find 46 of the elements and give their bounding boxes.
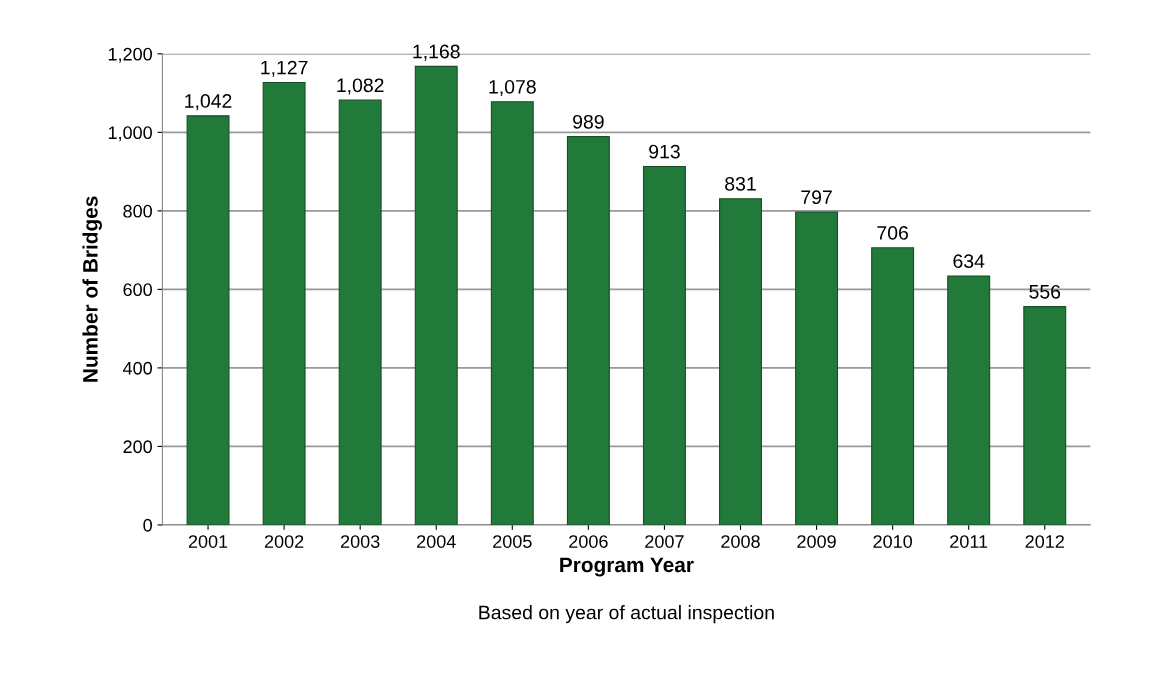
- data-label: 706: [877, 226, 908, 240]
- bar: [871, 247, 915, 525]
- x-tick-label: 2005: [493, 535, 532, 548]
- data-label: 1,168: [413, 44, 460, 61]
- x-tick-label: 2011: [950, 535, 988, 548]
- x-tick-label: 2001: [188, 535, 228, 548]
- data-label: 1,042: [185, 94, 232, 111]
- x-tick-label: 2002: [264, 535, 304, 548]
- x-tick-label: 2010: [873, 535, 913, 548]
- data-label: 797: [801, 190, 832, 205]
- data-label: 913: [649, 144, 680, 159]
- x-tick-label: 2009: [797, 535, 836, 548]
- data-label: 556: [1029, 284, 1061, 299]
- y-tick-label: 400: [122, 361, 152, 375]
- bar: [414, 65, 458, 525]
- x-tick-label: 2004: [417, 535, 456, 548]
- bar: [566, 136, 610, 525]
- data-label: 831: [725, 176, 756, 191]
- y-tick-label: 1,000: [108, 126, 152, 142]
- bar: [338, 99, 382, 525]
- bar: [719, 198, 762, 525]
- bar: [186, 115, 230, 525]
- bar: [947, 275, 991, 525]
- data-label: 989: [573, 114, 604, 129]
- x-tick-label: 2012: [1025, 535, 1064, 548]
- bar: [1023, 306, 1067, 525]
- data-label: 1,127: [261, 60, 308, 77]
- y-tick-label: 800: [123, 204, 152, 218]
- y-tick-label: 600: [123, 283, 152, 297]
- text: Based on year of actual inspection: [479, 605, 774, 624]
- bar: [642, 165, 686, 525]
- x-tick-label: 2003: [341, 535, 380, 548]
- data-label: 1,078: [489, 79, 536, 97]
- data-label: 634: [953, 254, 985, 269]
- x-tick-label: 2007: [645, 535, 684, 548]
- y-tick-label: 0: [143, 518, 152, 532]
- x-axis-title: Program Year: [560, 557, 694, 577]
- x-tick-label: 2008: [721, 535, 760, 548]
- data-label: 1,082: [337, 78, 384, 95]
- bar: [490, 101, 534, 525]
- y-tick-label: 200: [123, 440, 152, 454]
- y-axis-title: Number of Bridges: [82, 196, 102, 382]
- x-tick-label: 2006: [569, 535, 608, 548]
- bar: [262, 81, 306, 525]
- y-tick-label: 1,200: [108, 47, 152, 63]
- bar: [795, 211, 839, 525]
